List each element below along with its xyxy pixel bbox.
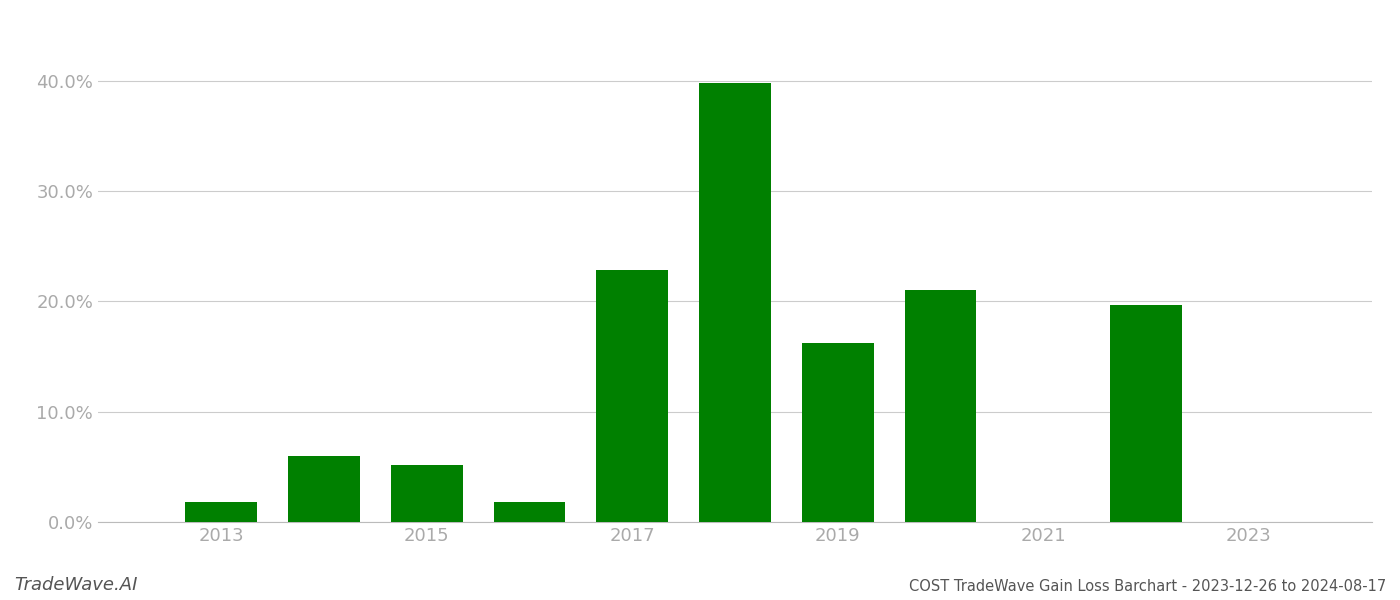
Bar bbox=[802, 343, 874, 522]
Text: COST TradeWave Gain Loss Barchart - 2023-12-26 to 2024-08-17: COST TradeWave Gain Loss Barchart - 2023… bbox=[909, 579, 1386, 594]
Bar bbox=[596, 271, 668, 522]
Bar bbox=[904, 290, 976, 522]
Bar bbox=[185, 502, 258, 522]
Bar bbox=[288, 456, 360, 522]
Text: TradeWave.AI: TradeWave.AI bbox=[14, 576, 137, 594]
Bar bbox=[1110, 305, 1182, 522]
Bar bbox=[699, 83, 771, 522]
Bar bbox=[494, 502, 566, 522]
Bar bbox=[391, 464, 463, 522]
